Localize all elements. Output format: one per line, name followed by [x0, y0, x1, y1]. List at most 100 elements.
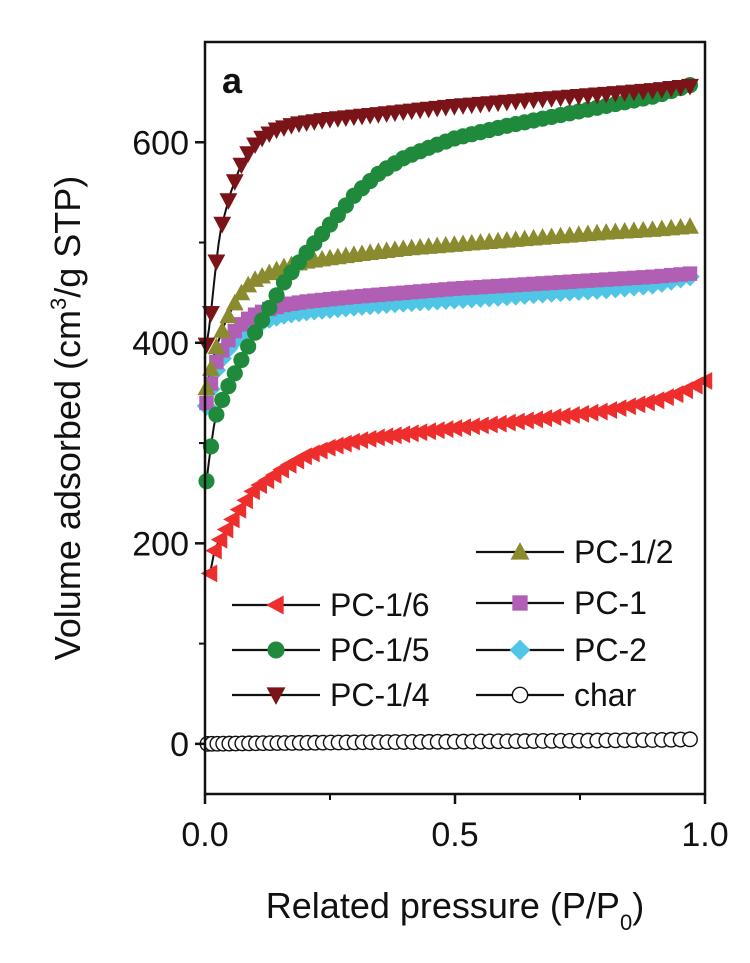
data-point	[268, 287, 285, 304]
data-point	[572, 404, 590, 423]
legend-item-pc-2: PC-2	[476, 632, 647, 668]
legend: PC-1/6 PC-1/5 PC-1/4 PC-1/2 PC-1 PC-2 char	[232, 534, 674, 713]
data-point	[202, 359, 220, 376]
data-point	[490, 414, 507, 433]
data-point	[511, 686, 529, 704]
data-point	[223, 510, 240, 529]
data-point	[681, 217, 699, 234]
data-point	[327, 436, 344, 455]
data-point	[600, 401, 618, 419]
series-pc-1-2	[197, 217, 699, 396]
data-point	[436, 420, 454, 439]
legend-label: PC-2	[574, 632, 647, 668]
legend-item-pc-1-2: PC-1/2	[476, 534, 674, 570]
data-point	[335, 434, 352, 453]
data-point	[202, 306, 220, 323]
x-tick-label: 0.0	[181, 816, 228, 854]
data-point	[682, 731, 698, 748]
y-axis-label: Volume adsorbed (cm3/g STP)	[46, 176, 88, 660]
data-point	[199, 395, 214, 411]
data-point	[463, 417, 480, 436]
data-point	[239, 146, 258, 163]
data-point	[202, 438, 220, 455]
legend-label: char	[574, 677, 637, 713]
legend-item-pc-1: PC-1	[476, 585, 647, 621]
data-point	[266, 687, 286, 705]
data-point	[512, 595, 528, 611]
legend-label: PC-1	[574, 585, 647, 621]
data-point	[198, 473, 215, 490]
y-tick-label: 0	[170, 726, 189, 764]
panel-label: a	[222, 60, 243, 101]
data-point	[517, 411, 534, 430]
data-point	[214, 391, 231, 408]
y-tick-label: 400	[132, 325, 189, 363]
data-point	[544, 408, 562, 427]
series-pc-1-6	[200, 371, 713, 583]
data-point	[210, 530, 228, 549]
series-markers	[196, 77, 713, 752]
legend-label: PC-1/2	[574, 534, 674, 570]
data-point	[419, 422, 436, 441]
data-point	[510, 542, 530, 560]
data-point	[410, 423, 428, 442]
data-point	[220, 378, 237, 395]
data-point	[472, 416, 489, 435]
series-pc-1-4	[197, 78, 699, 355]
data-point	[205, 541, 222, 560]
data-point	[216, 520, 234, 539]
data-point	[261, 299, 278, 317]
data-point	[553, 407, 571, 425]
data-point	[385, 426, 402, 445]
legend-item-pc-1-5: PC-1/5	[232, 632, 430, 668]
data-point	[609, 399, 627, 418]
data-point	[499, 413, 516, 432]
data-point	[343, 432, 360, 451]
data-point	[200, 564, 218, 583]
data-point	[267, 641, 285, 659]
data-point	[591, 402, 608, 421]
legend-item-pc-1-4: PC-1/4	[232, 677, 430, 713]
data-point	[681, 78, 699, 96]
data-point	[454, 418, 471, 437]
data-point	[619, 397, 636, 416]
data-point	[359, 429, 377, 448]
data-point	[197, 378, 216, 396]
data-point	[628, 395, 646, 414]
data-point	[232, 157, 251, 175]
y-tick-label: 200	[132, 525, 189, 563]
legend-label: PC-1/5	[330, 632, 430, 668]
data-point	[376, 427, 394, 446]
data-point	[236, 491, 253, 510]
series-char	[199, 731, 698, 752]
legend-item-char: char	[476, 677, 637, 713]
data-point	[638, 393, 655, 412]
data-point	[266, 595, 284, 615]
data-point	[207, 337, 226, 355]
data-point	[368, 428, 385, 447]
data-point	[213, 216, 232, 234]
x-tick-label: 0.5	[431, 816, 478, 854]
data-point	[247, 324, 264, 341]
data-point	[428, 421, 445, 440]
data-point	[213, 321, 232, 338]
y-tick-label: 600	[132, 124, 189, 162]
data-point	[581, 403, 599, 422]
data-point	[402, 424, 419, 443]
data-point	[229, 500, 247, 519]
data-point	[351, 431, 369, 450]
data-point	[508, 412, 525, 431]
data-point	[225, 293, 244, 311]
legend-label: PC-1/6	[330, 587, 430, 623]
x-tick-label: 1.0	[681, 816, 728, 854]
data-point	[219, 306, 238, 324]
legend-item-pc-1-6: PC-1/6	[232, 587, 430, 623]
data-point	[682, 266, 698, 281]
data-point	[225, 174, 244, 191]
data-point	[207, 254, 226, 272]
data-point	[393, 425, 411, 444]
data-point	[233, 351, 250, 369]
x-axis-label: Related pressure (P/P0)	[266, 885, 644, 935]
data-point	[226, 365, 243, 382]
